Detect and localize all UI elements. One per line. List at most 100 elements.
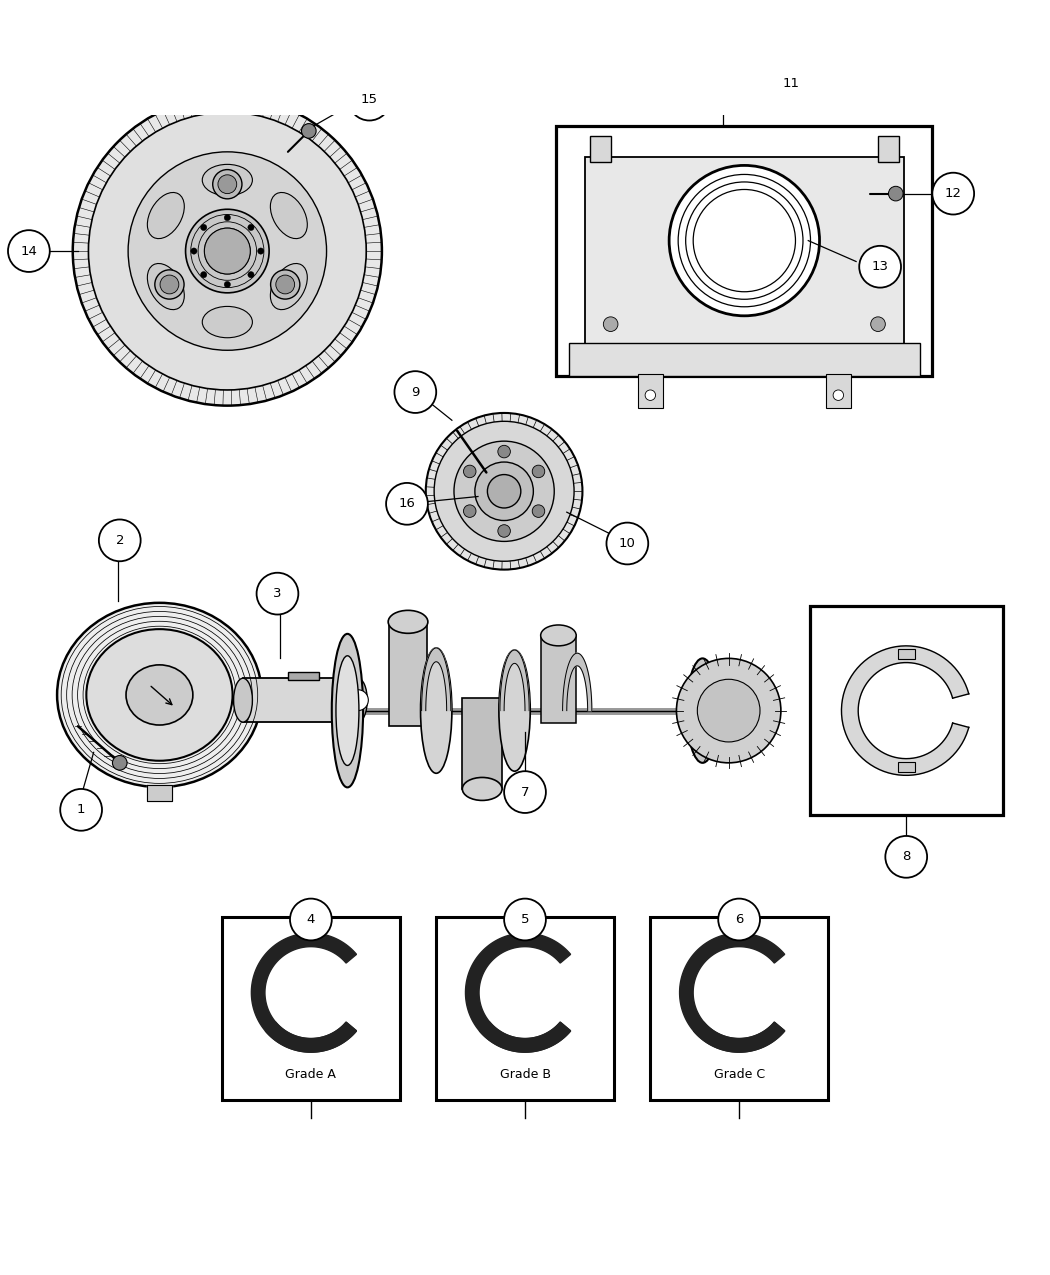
Text: Grade B: Grade B [500,1068,550,1081]
Circle shape [248,224,254,231]
Text: 11: 11 [783,78,800,91]
Circle shape [771,62,813,105]
Ellipse shape [270,193,308,238]
Text: 2: 2 [116,534,124,547]
Polygon shape [500,650,529,710]
Circle shape [463,505,476,518]
Polygon shape [480,1023,570,1052]
Ellipse shape [86,629,232,761]
Ellipse shape [147,193,185,238]
Circle shape [257,247,264,254]
Circle shape [154,270,184,300]
Bar [898,649,915,659]
Text: Grade C: Grade C [714,1068,764,1081]
Circle shape [669,166,820,316]
Bar [436,917,614,1099]
Circle shape [191,247,197,254]
Ellipse shape [126,664,193,725]
Circle shape [290,899,332,941]
Circle shape [885,836,927,877]
Ellipse shape [499,650,530,771]
Circle shape [498,445,510,458]
Circle shape [498,525,510,537]
Circle shape [271,270,300,300]
Text: 5: 5 [521,913,529,926]
Bar [541,635,576,723]
Text: 10: 10 [618,537,636,550]
Circle shape [463,465,476,478]
Ellipse shape [462,778,502,801]
Polygon shape [841,646,969,775]
Ellipse shape [203,164,252,195]
Bar [390,622,426,727]
Circle shape [248,272,254,278]
Circle shape [201,224,207,231]
Circle shape [348,690,369,710]
Ellipse shape [270,264,308,310]
Bar [650,917,827,1099]
Circle shape [301,124,316,138]
Text: 7: 7 [521,785,529,798]
Bar [556,126,932,376]
Circle shape [72,97,382,405]
Text: 16: 16 [399,497,416,510]
Polygon shape [679,933,784,1052]
Text: 13: 13 [872,260,888,273]
Circle shape [607,523,648,565]
Circle shape [676,658,781,762]
Polygon shape [563,653,592,710]
Text: 3: 3 [273,586,281,601]
Circle shape [256,572,298,615]
Ellipse shape [336,655,359,765]
Circle shape [454,441,554,542]
Ellipse shape [541,625,576,646]
Circle shape [112,756,127,770]
Circle shape [205,228,250,274]
Circle shape [386,483,427,525]
Text: 14: 14 [20,245,38,258]
Text: 6: 6 [735,913,743,926]
Text: 12: 12 [945,187,962,200]
Polygon shape [422,648,450,710]
Ellipse shape [687,658,718,762]
Circle shape [434,421,574,561]
Circle shape [859,246,901,288]
Circle shape [160,275,178,293]
Bar [810,606,1003,815]
Circle shape [201,272,207,278]
Bar [590,136,611,162]
Bar [898,761,915,773]
Ellipse shape [203,306,252,338]
Text: 9: 9 [412,385,420,399]
Polygon shape [147,785,172,801]
Polygon shape [693,1023,784,1052]
Text: 1: 1 [77,803,85,816]
Bar [569,343,920,376]
Polygon shape [465,933,570,1052]
Circle shape [395,371,436,413]
Ellipse shape [57,603,261,787]
Ellipse shape [421,648,452,773]
Circle shape [99,519,141,561]
Text: 4: 4 [307,913,315,926]
Circle shape [504,771,546,813]
Bar [825,375,851,408]
Circle shape [532,505,545,518]
Polygon shape [266,1023,357,1052]
Ellipse shape [349,678,368,722]
Bar [637,375,663,408]
Bar [288,672,319,681]
Circle shape [8,231,49,272]
Circle shape [475,462,533,520]
Ellipse shape [388,611,427,634]
Circle shape [128,152,327,351]
Bar [223,917,400,1099]
Circle shape [487,474,521,507]
Ellipse shape [147,264,185,310]
Circle shape [186,209,269,293]
Circle shape [225,282,230,288]
Bar [243,678,358,722]
Circle shape [276,275,295,293]
Circle shape [60,789,102,831]
Circle shape [349,79,391,121]
